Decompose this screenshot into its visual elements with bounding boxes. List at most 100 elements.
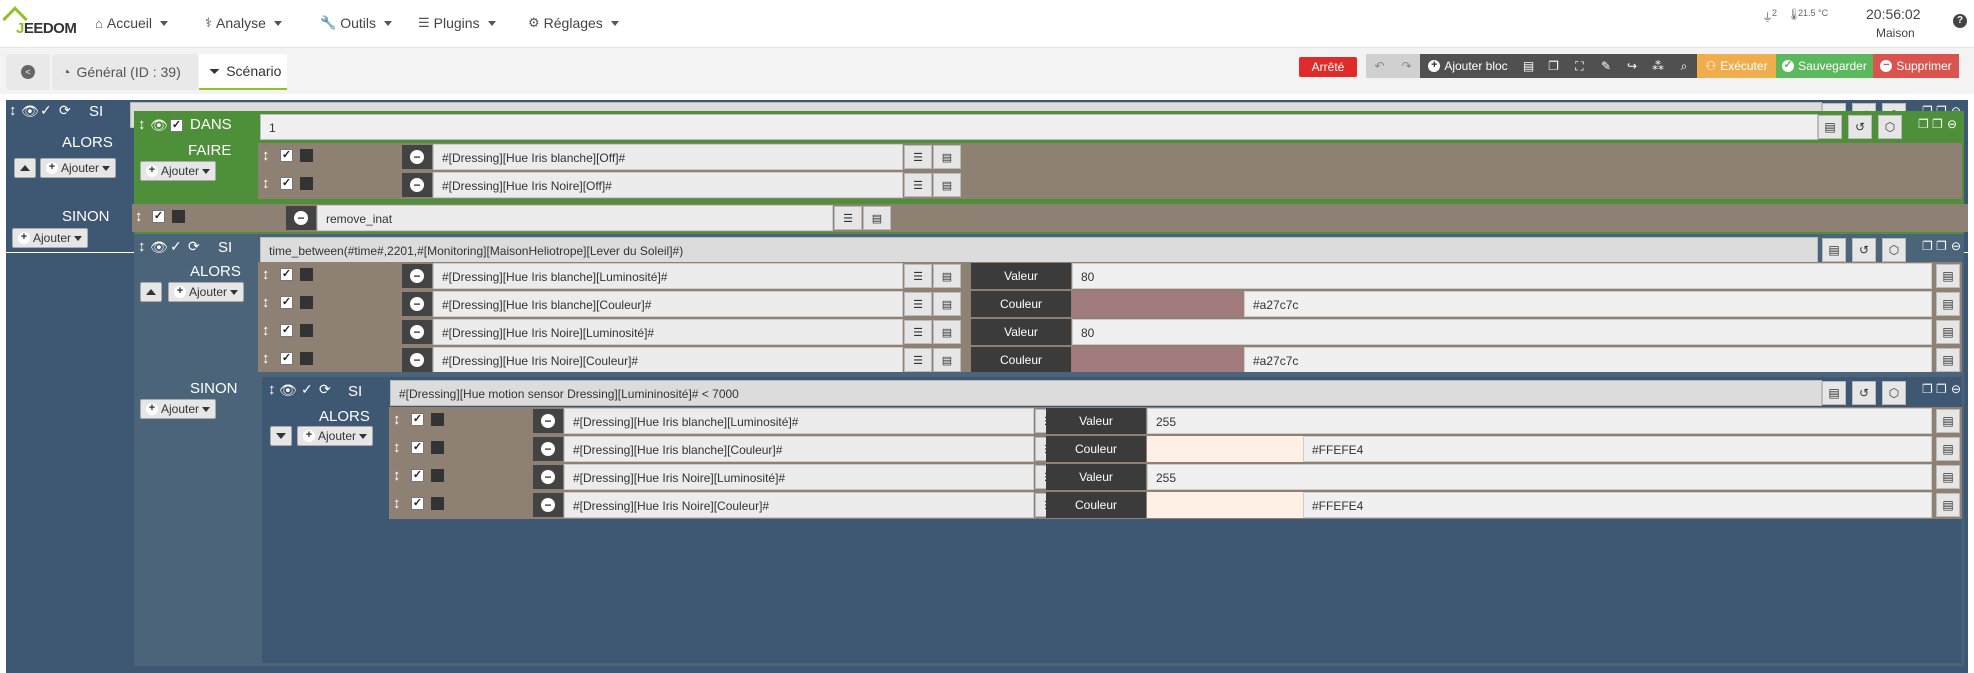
menu-accueil[interactable]: ⌂ Accueil — [95, 15, 168, 31]
paste-block-icon[interactable]: ❐ — [1936, 382, 1947, 396]
list-alt-icon[interactable]: ▤ — [933, 320, 961, 344]
menu-analyse[interactable]: ⚕ Analyse — [205, 15, 282, 31]
command-input[interactable]: #[Dressing][Hue Iris Noire][Off]# — [433, 172, 903, 198]
color-swatch[interactable] — [1072, 291, 1244, 317]
command-input[interactable]: remove_inat — [317, 205, 833, 231]
expand-button[interactable] — [270, 426, 292, 446]
history-icon[interactable]: ↺ — [1848, 115, 1872, 139]
parallel-checkbox[interactable] — [300, 352, 313, 365]
color-swatch[interactable] — [1072, 347, 1244, 373]
add-button[interactable]: + Ajouter — [297, 426, 374, 446]
list-icon[interactable]: ☰ — [904, 173, 932, 197]
refresh-icon[interactable]: ⟳ — [188, 238, 200, 254]
help-icon[interactable]: ? — [1953, 14, 1967, 28]
enable-checkbox[interactable]: ✓ — [411, 469, 424, 482]
remove-action-button[interactable]: − — [533, 493, 563, 517]
color-swatch[interactable] — [1147, 436, 1303, 462]
condition-input-2[interactable]: time_between(#time#,2201,#[Monitoring][M… — [260, 237, 1818, 263]
refresh-icon[interactable]: ⟳ — [59, 102, 71, 118]
enable-checkbox[interactable]: ✓ — [411, 497, 424, 510]
log-button[interactable]: ▤ — [1516, 54, 1541, 78]
enable-checkbox[interactable]: ✓ — [280, 352, 293, 365]
color-value-input[interactable]: #FFEFE4 — [1303, 436, 1932, 462]
list-alt-icon[interactable]: ▤ — [1818, 115, 1842, 139]
history-icon[interactable]: ↺ — [1852, 381, 1876, 405]
eye-icon[interactable]: 👁 — [150, 117, 168, 133]
command-input[interactable]: #[Dressing][Hue Iris blanche][Off]# — [433, 144, 903, 170]
move-handle-icon[interactable]: ↕ — [262, 266, 270, 283]
command-input[interactable]: #[Dressing][Hue Iris Noire][Luminosité]# — [433, 319, 903, 345]
enable-checkbox[interactable]: ✓ — [411, 413, 424, 426]
remove-action-button[interactable]: − — [402, 292, 432, 316]
undo-button[interactable]: ↶ — [1366, 54, 1393, 78]
remove-action-button[interactable]: − — [402, 264, 432, 288]
move-handle-icon[interactable]: ↕ — [9, 102, 17, 119]
copy-block-icon[interactable]: ❐ — [1922, 239, 1933, 253]
parallel-checkbox[interactable] — [431, 469, 444, 482]
parallel-checkbox[interactable] — [300, 268, 313, 281]
list-alt-icon[interactable]: ▤ — [1936, 409, 1960, 433]
remove-block-icon[interactable]: ⊖ — [1947, 117, 1958, 131]
remove-action-button[interactable]: − — [533, 437, 563, 461]
move-handle-icon[interactable]: ↕ — [262, 322, 270, 339]
move-handle-icon[interactable]: ↕ — [262, 350, 270, 367]
delete-button[interactable]: − Supprimer — [1873, 54, 1959, 78]
enable-checkbox[interactable]: ✓ — [152, 210, 165, 223]
list-icon[interactable]: ☰ — [904, 145, 932, 169]
list-alt-icon[interactable]: ▤ — [1936, 493, 1960, 517]
move-handle-icon[interactable]: ↕ — [393, 439, 401, 456]
add-block-button[interactable]: + Ajouter bloc — [1420, 54, 1516, 78]
command-input[interactable]: #[Dressing][Hue Iris Noire][Couleur]# — [433, 347, 903, 373]
list-alt-icon[interactable]: ▤ — [1936, 264, 1960, 288]
paste-block-icon[interactable]: ❐ — [1932, 117, 1943, 131]
move-handle-icon[interactable]: ↕ — [393, 411, 401, 428]
list-alt-icon[interactable]: ▤ — [1822, 238, 1846, 262]
list-alt-icon[interactable]: ▤ — [933, 292, 961, 316]
condition-input-3[interactable]: #[Dressing][Hue motion sensor Dressing][… — [390, 380, 1822, 406]
list-icon[interactable]: ☰ — [904, 348, 932, 372]
enable-checkbox[interactable]: ✓ — [280, 268, 293, 281]
parallel-checkbox[interactable] — [300, 296, 313, 309]
list-alt-icon[interactable]: ▤ — [933, 173, 961, 197]
collapse-button[interactable] — [14, 158, 36, 178]
list-alt-icon[interactable]: ▤ — [933, 348, 961, 372]
option-value-input[interactable]: 80 — [1072, 319, 1932, 345]
move-handle-icon[interactable]: ↕ — [268, 381, 276, 398]
list-alt-icon[interactable]: ▤ — [863, 206, 891, 230]
remove-block-icon[interactable]: ⊖ — [1951, 382, 1962, 396]
color-value-input[interactable]: #FFEFE4 — [1303, 492, 1932, 518]
dans-value-input[interactable]: 1 — [260, 114, 1818, 140]
color-swatch[interactable] — [1147, 492, 1303, 518]
menu-reglages[interactable]: ⚙ Réglages — [528, 15, 619, 31]
redo-button[interactable]: ↷ — [1393, 54, 1420, 78]
add-button[interactable]: + Ajouter — [140, 161, 217, 181]
add-button[interactable]: + Ajouter — [40, 158, 117, 178]
refresh-icon[interactable]: ⟳ — [319, 381, 331, 397]
list-alt-icon[interactable]: ▤ — [1822, 381, 1846, 405]
move-handle-icon[interactable]: ↕ — [135, 208, 143, 225]
menu-outils[interactable]: 🔧 Outils — [320, 15, 392, 31]
command-input[interactable]: #[Dressing][Hue Iris blanche][Luminosité… — [433, 263, 903, 289]
list-alt-icon[interactable]: ▤ — [1936, 292, 1960, 316]
enable-checkbox[interactable]: ✓ — [170, 119, 183, 132]
check-icon[interactable]: ✓ — [301, 381, 313, 397]
move-handle-icon[interactable]: ↕ — [393, 467, 401, 484]
enable-checkbox[interactable]: ✓ — [280, 149, 293, 162]
remove-action-button[interactable]: − — [402, 145, 432, 169]
add-button[interactable]: + Ajouter — [168, 282, 245, 302]
menu-plugins[interactable]: ☰ Plugins — [418, 15, 496, 31]
execute-button[interactable]: ⚇ Exécuter — [1697, 54, 1776, 78]
move-handle-icon[interactable]: ↕ — [138, 116, 146, 133]
search-button[interactable]: ⌕ — [1671, 54, 1697, 78]
command-input[interactable]: #[Dressing][Hue Iris Noire][Luminosité]# — [564, 464, 1034, 490]
option-value-input[interactable]: 80 — [1072, 263, 1932, 289]
paste-block-icon[interactable]: ❐ — [1936, 239, 1947, 253]
color-value-input[interactable]: #a27c7c — [1244, 347, 1932, 373]
remove-action-button[interactable]: − — [402, 173, 432, 197]
remove-action-button[interactable]: − — [402, 320, 432, 344]
list-alt-icon[interactable]: ▤ — [1936, 437, 1960, 461]
list-icon[interactable]: ☰ — [904, 320, 932, 344]
remove-block-icon[interactable]: ⊖ — [1951, 239, 1962, 253]
duplicate-button[interactable]: ❐ — [1541, 54, 1566, 78]
parallel-checkbox[interactable] — [431, 413, 444, 426]
